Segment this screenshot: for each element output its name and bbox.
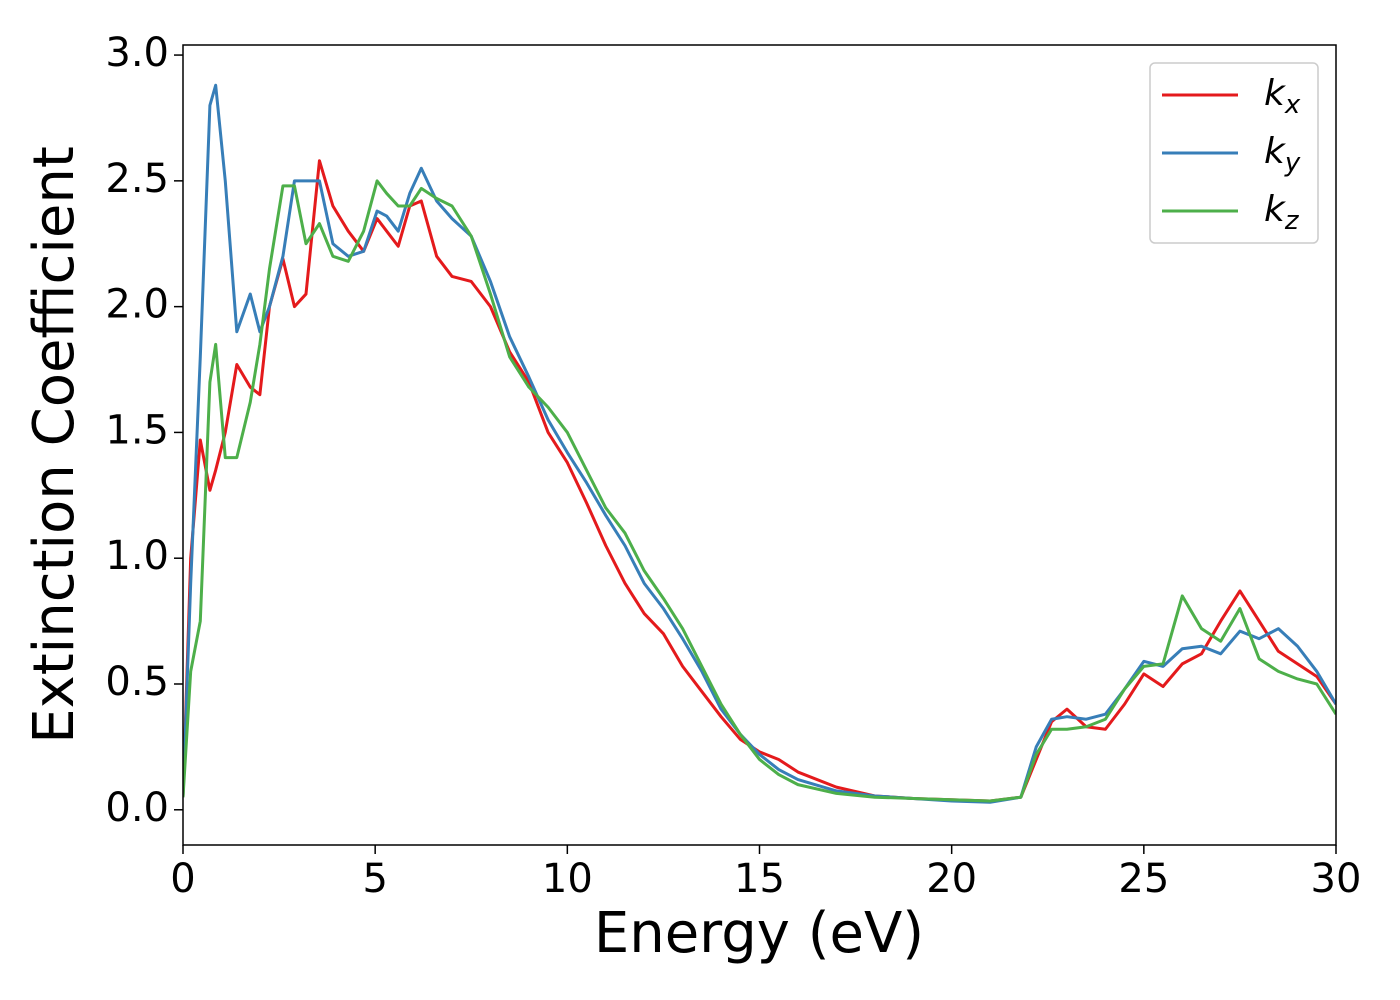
- y-tick-label: 3.0: [105, 30, 169, 76]
- x-tick-label: 5: [362, 856, 387, 902]
- legend-sub: x: [1284, 90, 1301, 120]
- y-tick-label: 1.5: [105, 407, 169, 453]
- y-tick-label: 2.5: [105, 156, 169, 202]
- plot-frame: [182, 44, 1337, 846]
- legend-sub: y: [1284, 148, 1301, 178]
- y-tick-label: 2.0: [105, 282, 169, 328]
- legend-label: kz: [1264, 189, 1300, 236]
- x-tick-label: 0: [170, 856, 195, 902]
- x-tick-label: 30: [1311, 856, 1362, 902]
- legend-main: k: [1264, 131, 1287, 172]
- y-axis-label: Extinction Coefficient: [22, 146, 87, 744]
- legend-main: k: [1264, 189, 1287, 230]
- x-axis-label: Energy (eV): [594, 901, 924, 966]
- x-tick-label: 15: [734, 856, 785, 902]
- y-tick-label: 0.0: [105, 785, 169, 831]
- legend-main: k: [1264, 73, 1287, 114]
- x-tick-label: 25: [1118, 856, 1169, 902]
- legend-sub: z: [1284, 206, 1300, 236]
- series-line: [183, 179, 1336, 803]
- legend-label: ky: [1264, 131, 1301, 178]
- series-line: [183, 159, 1336, 803]
- legend-label: kx: [1264, 73, 1301, 120]
- y-tick-label: 0.5: [105, 659, 169, 705]
- x-tick-label: 10: [542, 856, 593, 902]
- y-tick-label: 1.0: [105, 533, 169, 579]
- x-tick-label: 20: [926, 856, 977, 902]
